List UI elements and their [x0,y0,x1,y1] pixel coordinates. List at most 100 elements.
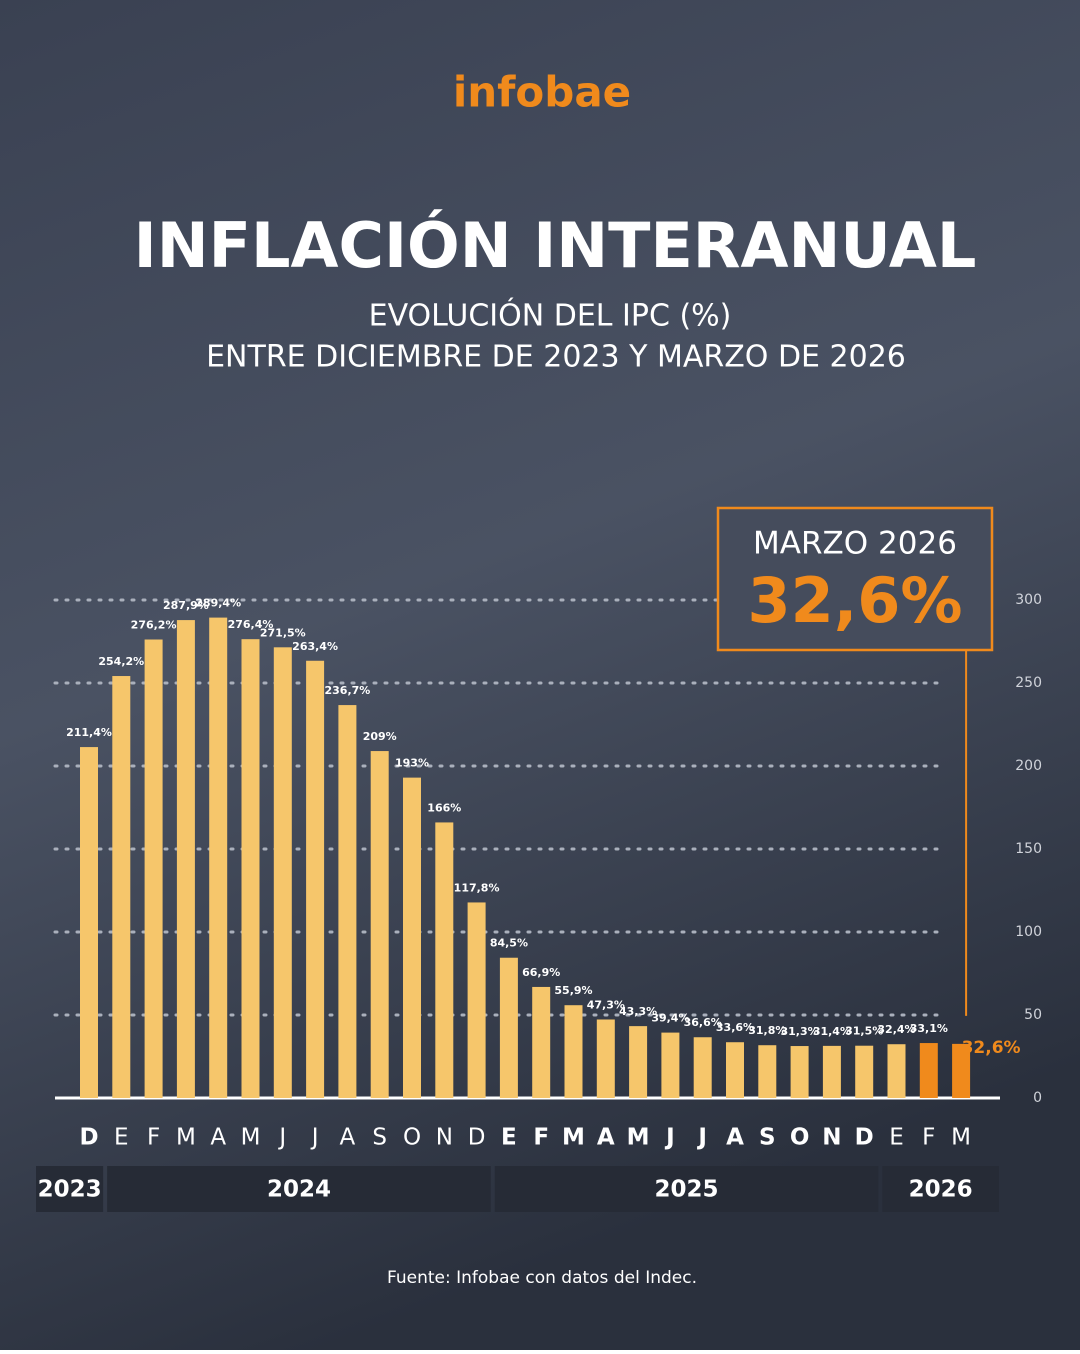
bar [241,639,260,1098]
x-tick-label: D [79,1125,98,1151]
x-tick-label: J [277,1125,286,1151]
x-tick-label: F [533,1125,549,1151]
x-tick-label: J [664,1125,675,1151]
annotation-value: 32,6% [747,564,962,637]
bar [693,1037,712,1098]
x-tick-label: M [176,1125,196,1151]
value-label: 236,7% [324,684,370,697]
value-label: 117,8% [454,881,500,894]
bar [176,620,195,1098]
value-label: 263,4% [292,640,338,653]
value-label: 84,5% [490,937,528,950]
bar [564,1005,583,1098]
bar [919,1043,938,1098]
y-tick-label: 300 [1015,592,1042,608]
bar [306,660,325,1098]
x-tick-label: S [759,1125,776,1151]
y-tick-label: 250 [1015,675,1042,691]
year-label: 2025 [655,1177,719,1203]
bar [80,747,98,1098]
x-tick-label: N [822,1125,841,1151]
x-tick-label: N [436,1125,453,1151]
bar [273,647,292,1098]
value-label: 254,2% [98,655,144,668]
bar [758,1045,777,1098]
bar [435,822,454,1098]
subtitle: EVOLUCIÓN DEL IPC (%) [369,297,732,334]
bar [661,1032,680,1098]
x-tick-label: E [501,1125,517,1151]
bar [144,639,163,1098]
year-band [494,1166,879,1212]
bar [209,617,228,1098]
value-label: 166% [427,801,461,814]
x-tick-label: A [340,1125,356,1151]
value-label: 33,6% [716,1021,754,1034]
source: Fuente: Infobae con datos del Indec. [387,1268,697,1288]
x-tick-label: A [210,1125,226,1151]
bar [629,1026,648,1098]
value-label: 209% [363,730,397,743]
brand: infobae [453,68,631,117]
bar [403,777,421,1098]
x-tick-label: E [114,1125,129,1151]
year-band [36,1166,104,1212]
value-label: 39,4% [651,1012,689,1025]
value-label: 55,9% [554,984,592,997]
x-tick-label: O [403,1125,421,1151]
x-tick-label: D [855,1125,874,1151]
value-label: 31,8% [748,1024,786,1037]
y-tick-label: 150 [1015,841,1042,857]
x-tick-label: M [951,1125,971,1151]
annotation-box [716,506,994,652]
chart-title: INFLACIÓN INTERANUAL [134,209,977,282]
x-tick-label: M [241,1125,261,1151]
value-label: 276,2% [131,619,177,632]
bar [952,1043,971,1098]
year-label: 2026 [909,1177,973,1203]
y-tick-label: 0 [1033,1090,1042,1106]
bar [596,1019,615,1098]
value-label: 32,6% [962,1038,1021,1058]
x-tick-label: M [627,1125,650,1151]
y-tick-label: 100 [1015,924,1042,940]
value-label: 31,5% [845,1025,883,1038]
value-label: 289,4% [195,597,241,610]
x-tick-label: J [310,1125,319,1151]
x-tick-label: O [790,1125,810,1151]
y-tick-label: 200 [1015,758,1042,774]
year-band [882,1166,999,1212]
bar [532,986,551,1098]
value-label: 31,4% [813,1025,851,1038]
bar [855,1045,874,1098]
bar [887,1044,906,1098]
year-label: 2023 [38,1177,102,1203]
value-label: 193% [395,757,429,770]
bar [822,1045,841,1098]
bar [370,751,389,1098]
x-tick-label: M [562,1125,585,1151]
value-label: 33,1% [910,1022,948,1035]
value-label: 36,6% [684,1016,722,1029]
value-label: 287,9% [163,599,209,612]
x-tick-label: A [726,1125,744,1151]
x-tick-label: A [597,1125,615,1151]
value-label: 271,5% [260,626,306,639]
value-label: 47,3% [587,998,625,1011]
x-tick-label: J [696,1125,707,1151]
value-label: 43,3% [619,1005,657,1018]
bar [726,1042,744,1098]
value-label: 66,9% [522,966,560,979]
value-label: 276,4% [228,618,274,631]
year-label: 2024 [267,1177,331,1203]
bar [499,957,518,1098]
x-tick-label: E [889,1125,904,1151]
x-tick-label: F [922,1125,935,1151]
annotation-label: MARZO 2026 [753,526,957,562]
value-label: 31,3% [781,1025,819,1038]
x-tick-label: S [372,1125,387,1151]
x-tick-label: D [468,1125,486,1151]
bar [790,1046,809,1098]
year-band [107,1166,491,1212]
